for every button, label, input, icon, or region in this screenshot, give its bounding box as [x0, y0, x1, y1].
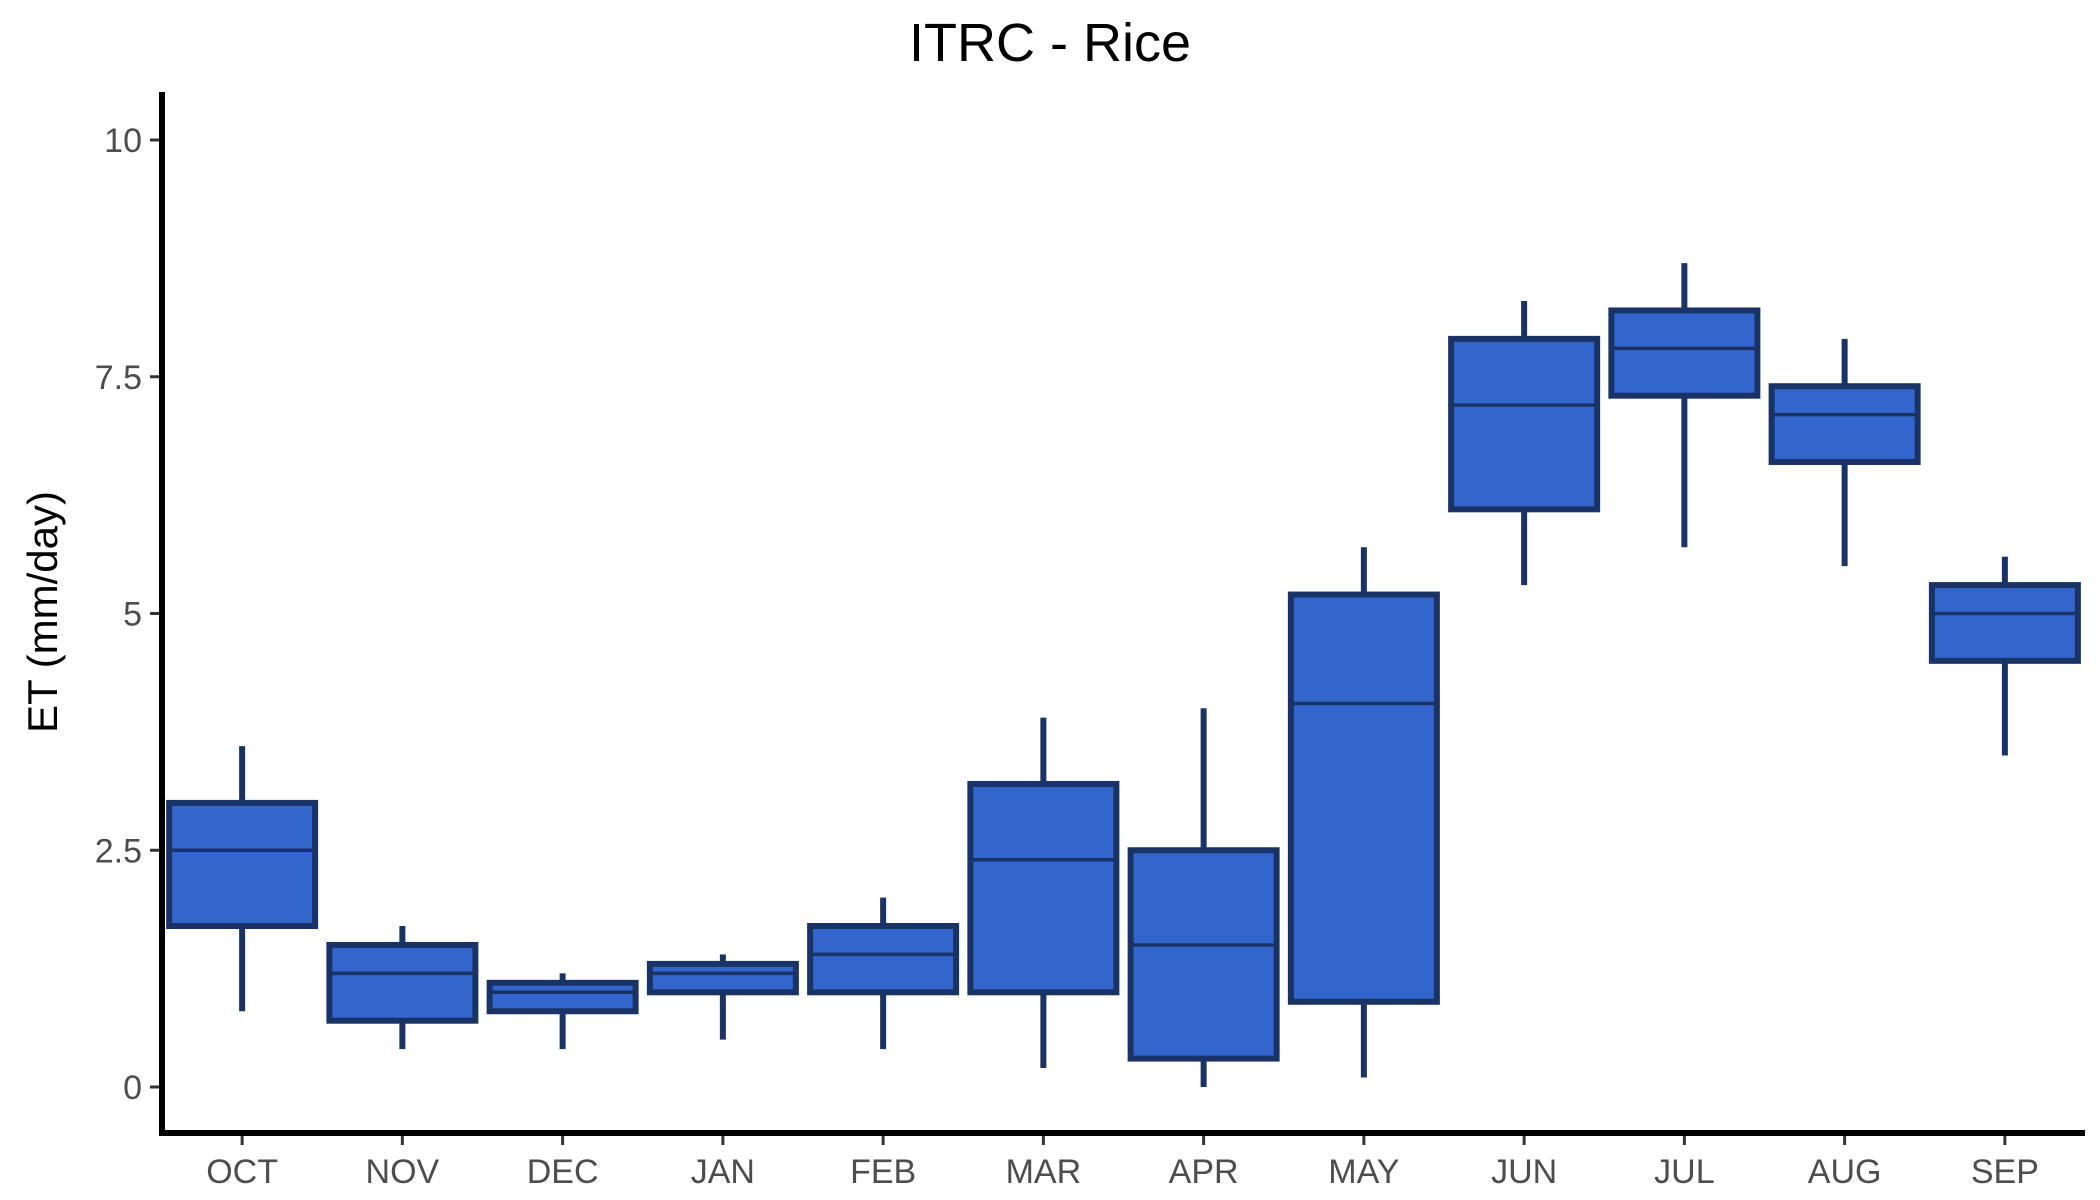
box-jul	[1608, 263, 1761, 548]
y-axis-ticks: 0 2.5 5 7.5 10	[95, 122, 162, 1107]
y-tick-label: 10	[104, 122, 142, 160]
x-tick-label: OCT	[206, 1153, 278, 1191]
box-body	[646, 960, 799, 996]
x-tick-label: MAR	[1006, 1153, 1082, 1191]
x-tick-label: JUN	[1491, 1153, 1557, 1191]
box-body	[967, 780, 1120, 996]
box-body	[1608, 307, 1761, 399]
box-oct	[166, 746, 319, 1012]
x-axis-ticks: OCT NOV DEC JAN FEB MAR APR MAY JUN JUL AUG SEP	[206, 1133, 2039, 1191]
x-tick-label: NOV	[366, 1153, 440, 1191]
box-jan	[646, 954, 799, 1040]
box-apr	[1127, 708, 1280, 1087]
box-body	[1287, 591, 1440, 1005]
y-tick-label: 5	[123, 596, 142, 634]
box-body	[486, 979, 639, 1015]
x-tick-label: JAN	[691, 1153, 755, 1191]
box-nov	[326, 926, 479, 1050]
y-tick-label: 2.5	[95, 832, 142, 870]
box-body	[1127, 847, 1280, 1062]
x-tick-label: MAY	[1328, 1153, 1399, 1191]
box-body	[1928, 582, 2081, 664]
box-may	[1287, 547, 1440, 1078]
y-tick-label: 7.5	[95, 359, 142, 397]
box-dec	[486, 973, 639, 1050]
box-mar	[967, 717, 1120, 1069]
y-tick-label: 0	[123, 1069, 142, 1107]
box-aug	[1768, 338, 1921, 567]
x-tick-label: JUL	[1654, 1153, 1714, 1191]
box-body	[1448, 335, 1601, 513]
box-body	[807, 923, 960, 996]
chart-title: ITRC - Rice	[909, 13, 1191, 73]
x-tick-label: SEP	[1971, 1153, 2039, 1191]
boxes-layer	[166, 263, 2081, 1087]
x-tick-label: AUG	[1808, 1153, 1882, 1191]
box-sep	[1928, 556, 2081, 756]
x-tick-label: DEC	[527, 1153, 599, 1191]
x-tick-label: APR	[1169, 1153, 1239, 1191]
box-body	[166, 799, 319, 930]
box-body	[1768, 383, 1921, 465]
box-feb	[807, 897, 960, 1050]
box-jun	[1448, 300, 1601, 586]
x-tick-label: FEB	[850, 1153, 916, 1191]
box-body	[326, 941, 479, 1024]
